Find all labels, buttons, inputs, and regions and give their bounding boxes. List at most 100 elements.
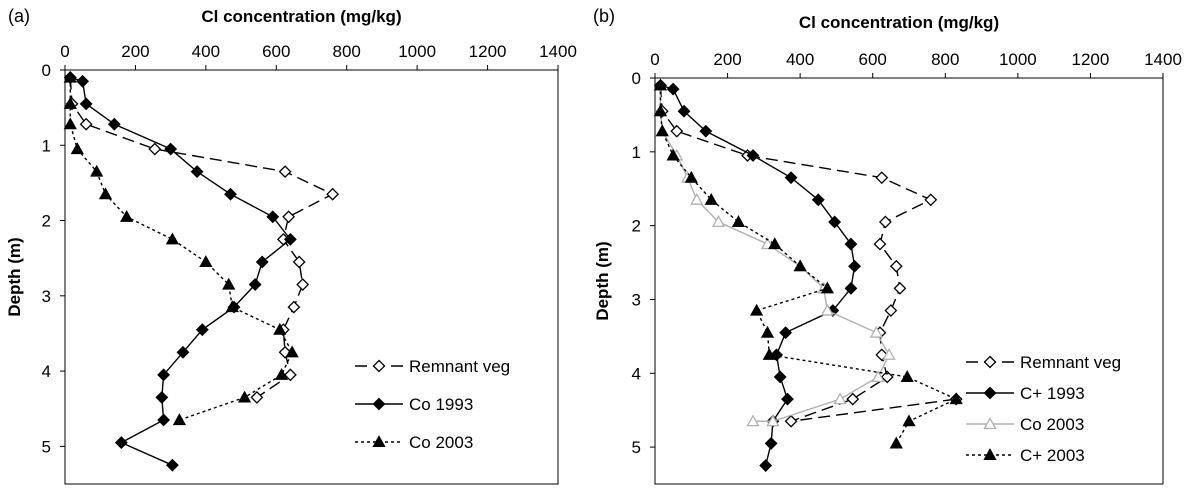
legend-label: Co 2003 [409,433,473,452]
x-tick-label: 1200 [469,42,507,61]
x-tick-label: 1400 [1144,50,1182,69]
data-point [274,368,289,380]
data-point [844,281,858,295]
data-point [255,255,269,269]
legend-label: Co 1993 [409,395,473,414]
legend-label: Remnant veg [1020,353,1121,372]
data-point [195,323,209,337]
data-point [902,414,916,427]
data-point [63,117,77,130]
legend-label: Remnant veg [409,357,510,376]
series-co-1993 [63,71,297,472]
data-point [157,368,171,382]
data-point [653,78,668,91]
x-tick-label: 800 [931,50,959,69]
data-point [869,325,883,338]
y-tick-label: 3 [42,287,51,306]
data-point [237,390,252,403]
y-tick-label: 5 [42,437,51,456]
data-point [784,414,798,428]
data-point [884,304,898,317]
data-point [278,165,292,179]
data-point [833,392,847,405]
plot-frame [64,69,559,485]
data-point [749,303,764,316]
x-tick-label: 600 [262,42,290,61]
data-point [225,300,239,313]
data-point [924,193,938,207]
data-point [70,142,84,155]
data-point [670,124,684,138]
data-point [172,413,187,426]
data-point [759,459,773,472]
data-point [677,104,691,118]
data-point [768,237,782,250]
data-point [120,209,134,222]
x-axis-title: Cl concentration (mg/kg) [201,7,401,26]
data-point [90,164,104,177]
y-tick-label: 0 [632,69,641,88]
data-point [846,392,860,406]
data-point [848,259,861,273]
data-point [875,171,889,185]
data-point [878,215,892,229]
data-point [731,215,746,227]
legend-marker [983,386,997,400]
data-point [746,149,760,162]
data-point [893,281,907,295]
data-point [781,392,794,406]
data-point [666,148,680,161]
x-tick-label: 400 [192,42,220,61]
data-point [764,436,778,450]
data-point [889,259,903,273]
data-point [165,232,180,245]
data-point [766,414,780,427]
data-point [266,210,280,224]
panel-b: (b) Cl concentration (mg/kg) Depth (m) 0 200… [593,6,1182,485]
panel-label: (a) [8,6,30,26]
data-point [820,281,834,294]
legend-marker [983,355,997,369]
x-axis-title: Cl concentration (mg/kg) [799,13,999,32]
data-point [828,215,842,229]
data-point [889,436,903,449]
data-point [79,117,93,131]
data-point [760,325,775,338]
y-tick-label: 0 [42,61,51,80]
series-co-2003 [653,78,896,427]
data-point [746,414,760,427]
legend-label: C+ 2003 [1020,446,1085,465]
series-line [659,85,890,422]
data-point [248,278,262,291]
data-point [666,82,680,96]
x-tick-label: 1400 [539,42,577,61]
x-tick-label: 1000 [999,50,1037,69]
data-point [900,370,914,383]
y-tick-label: 2 [632,217,641,236]
panel-label: (b) [593,6,615,26]
y-axis-title: Depth (m) [5,237,24,316]
data-point [773,370,787,384]
data-point [699,124,713,138]
plot-frame [654,77,1164,485]
data-point [287,300,301,314]
data-point [107,117,121,131]
data-point [711,215,726,227]
y-tick-label: 4 [42,362,51,381]
series-line [70,76,292,466]
x-tick-label: 200 [121,42,149,61]
data-point [793,259,807,272]
y-tick-label: 4 [632,364,641,383]
x-tick-label: 800 [333,42,361,61]
data-point [157,413,171,427]
data-point [273,322,287,335]
data-point [326,187,340,201]
data-point [224,187,237,201]
data-point [98,187,113,200]
data-point [199,255,213,267]
series-c-2003 [653,78,963,449]
data-point [882,347,896,360]
legend-label: C+ 1993 [1020,384,1085,403]
data-point [296,278,310,291]
